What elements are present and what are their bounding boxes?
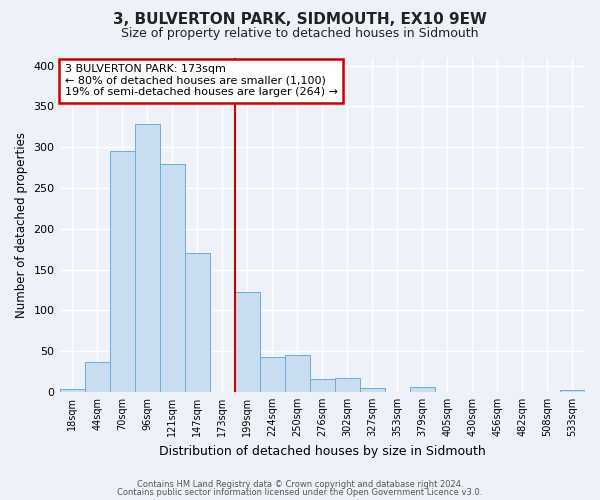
Bar — [185, 254, 209, 392]
Bar — [410, 387, 435, 392]
Text: 3 BULVERTON PARK: 173sqm
← 80% of detached houses are smaller (1,100)
19% of sem: 3 BULVERTON PARK: 173sqm ← 80% of detach… — [65, 64, 338, 98]
Text: 3, BULVERTON PARK, SIDMOUTH, EX10 9EW: 3, BULVERTON PARK, SIDMOUTH, EX10 9EW — [113, 12, 487, 28]
Text: Size of property relative to detached houses in Sidmouth: Size of property relative to detached ho… — [121, 28, 479, 40]
Text: Contains HM Land Registry data © Crown copyright and database right 2024.: Contains HM Land Registry data © Crown c… — [137, 480, 463, 489]
Bar — [260, 357, 285, 392]
Y-axis label: Number of detached properties: Number of detached properties — [15, 132, 28, 318]
Bar — [285, 355, 310, 392]
Bar — [134, 124, 160, 392]
Bar — [110, 152, 134, 392]
Bar — [235, 292, 260, 392]
X-axis label: Distribution of detached houses by size in Sidmouth: Distribution of detached houses by size … — [159, 444, 485, 458]
Bar — [360, 388, 385, 392]
Bar — [160, 164, 185, 392]
Bar — [85, 362, 110, 392]
Bar — [560, 390, 585, 392]
Text: Contains public sector information licensed under the Open Government Licence v3: Contains public sector information licen… — [118, 488, 482, 497]
Bar — [59, 388, 85, 392]
Bar — [335, 378, 360, 392]
Bar — [310, 379, 335, 392]
